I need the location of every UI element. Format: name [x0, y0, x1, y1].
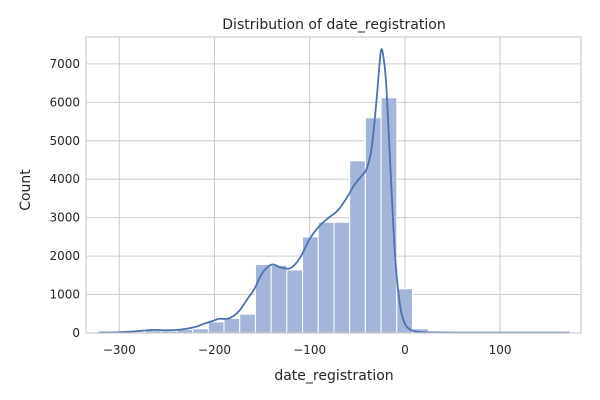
histogram-bars: [97, 97, 571, 334]
histogram-bar: [254, 264, 272, 334]
tick-labels: −300 −200 −100 0 100010002000300040005000600…: [49, 57, 511, 357]
y-tick-label: 6000: [49, 95, 80, 109]
y-tick-label: 3000: [49, 211, 80, 225]
histogram-bar: [223, 317, 241, 334]
x-tick-label: −100: [293, 343, 326, 357]
plot-frame: [85, 36, 582, 334]
histogram-bar: [270, 264, 288, 334]
x-axis-label: date_registration: [274, 368, 393, 384]
y-tick-label: 5000: [49, 134, 80, 148]
plot-border: [85, 36, 582, 334]
y-tick-label: 4000: [49, 172, 80, 186]
histogram-bar: [364, 117, 382, 334]
y-tick-label: 7000: [49, 57, 80, 71]
kde-curve: [98, 48, 570, 334]
x-tick-label: 100: [489, 343, 512, 357]
kde-curve-group: [98, 48, 570, 334]
x-tick-label: 0: [401, 343, 409, 357]
histogram-bar: [317, 221, 335, 334]
y-axis-label: Count: [18, 169, 34, 211]
y-tick-label: 1000: [49, 288, 80, 302]
x-tick-label: −300: [103, 343, 136, 357]
histogram-bar: [333, 221, 351, 334]
chart-title: Distribution of date_registration: [222, 17, 445, 33]
histogram-bar: [239, 313, 256, 334]
histogram-bar: [207, 321, 225, 334]
y-tick-label: 2000: [49, 249, 80, 263]
histogram-bar: [192, 328, 209, 334]
histogram-bar: [349, 160, 366, 334]
x-tick-label: −200: [198, 343, 231, 357]
histogram-bar: [302, 236, 319, 334]
histogram-bar: [286, 269, 304, 334]
y-tick-label: 0: [72, 326, 80, 340]
